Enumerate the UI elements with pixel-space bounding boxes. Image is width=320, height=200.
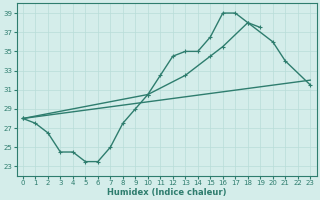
X-axis label: Humidex (Indice chaleur): Humidex (Indice chaleur) xyxy=(107,188,226,197)
